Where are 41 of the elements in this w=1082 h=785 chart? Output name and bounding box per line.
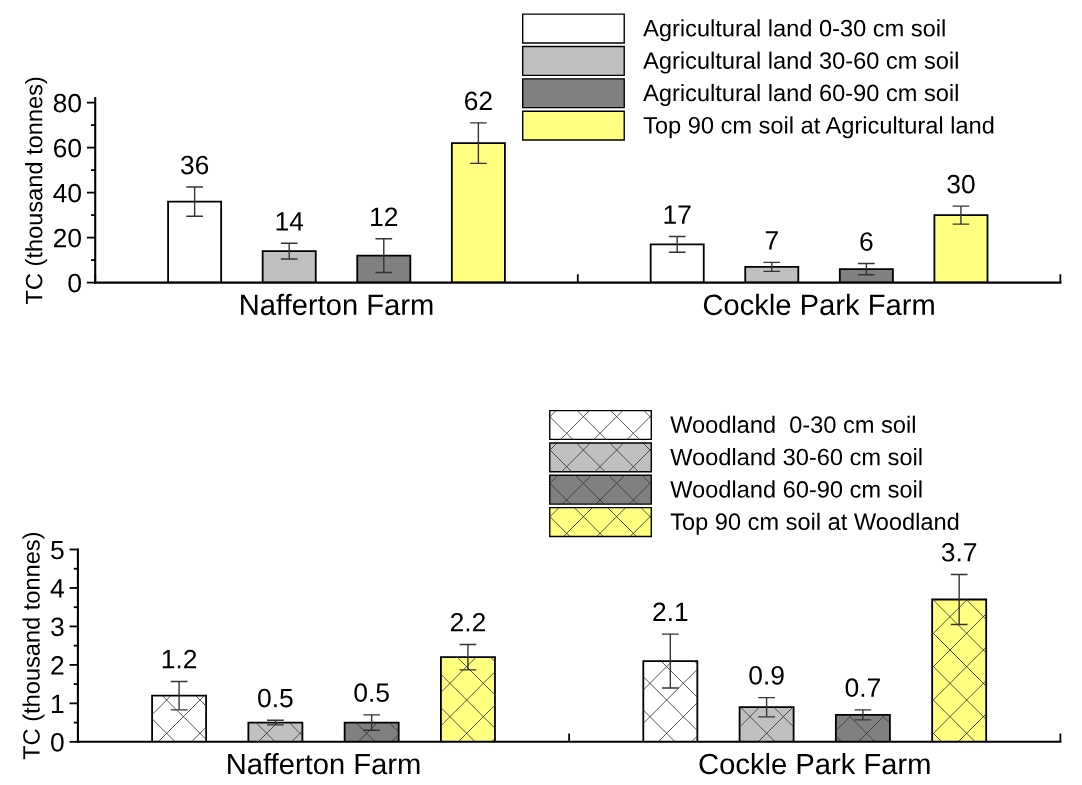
- y-tick-label: 0: [51, 732, 64, 752]
- data-label: 2.1: [653, 602, 688, 621]
- data-label: 2.2: [450, 612, 485, 632]
- data-label: 0.9: [749, 665, 784, 685]
- y-axis-title: TC (thousand tonnes): [25, 77, 48, 304]
- y-tick-label: 4: [50, 579, 64, 598]
- data-label: 36: [180, 155, 209, 175]
- data-label: 30: [947, 174, 975, 194]
- y-tick-label: 3: [51, 617, 64, 637]
- data-label: 3.7: [941, 542, 977, 562]
- data-label: 17: [664, 205, 691, 224]
- y-tick-label: 1: [52, 694, 64, 713]
- y-tick-label: 2: [51, 656, 64, 675]
- data-label: 1.2: [162, 649, 197, 669]
- legend-label: Woodland 0-30 cm soil: [670, 415, 915, 434]
- y-tick-label: 80: [53, 93, 81, 113]
- y-tick-label: 0: [68, 273, 81, 293]
- data-label: 14: [276, 212, 304, 231]
- legend-label: Top 90 cm soil at Woodland: [670, 512, 959, 535]
- data-label: 7: [765, 231, 778, 250]
- data-label: 0.5: [258, 688, 293, 708]
- y-tick-label: 5: [51, 540, 64, 560]
- legend-label: Top 90 cm soil at Agricultural land: [643, 116, 994, 139]
- legend-label: Woodland 60-90 cm soil: [670, 480, 922, 498]
- y-tick-label: 40: [53, 183, 81, 203]
- data-label: 62: [465, 91, 492, 111]
- x-tick-label: Nafferton Farm: [241, 293, 433, 316]
- y-tick-label: 20: [54, 228, 81, 248]
- legend-label: Agricultural land 30-60 cm soil: [643, 51, 958, 74]
- legend-label: Agricultural land 0-30 cm soil: [643, 19, 945, 42]
- legend-label: Woodland 30-60 cm soil: [670, 448, 922, 466]
- data-label: 0.5: [354, 683, 389, 702]
- legend-label: Agricultural land 60-90 cm soil: [643, 83, 958, 106]
- y-axis-title: TC (thousand tonnes): [22, 532, 45, 760]
- x-tick-label: Cockle Park Farm: [703, 293, 934, 316]
- y-tick-label: 60: [54, 138, 81, 158]
- x-tick-label: Nafferton Farm: [228, 752, 420, 775]
- data-label: 12: [371, 207, 398, 226]
- data-label: 0.7: [845, 678, 880, 697]
- x-tick-label: Cockle Park Farm: [699, 752, 930, 775]
- data-label: 6: [860, 232, 873, 251]
